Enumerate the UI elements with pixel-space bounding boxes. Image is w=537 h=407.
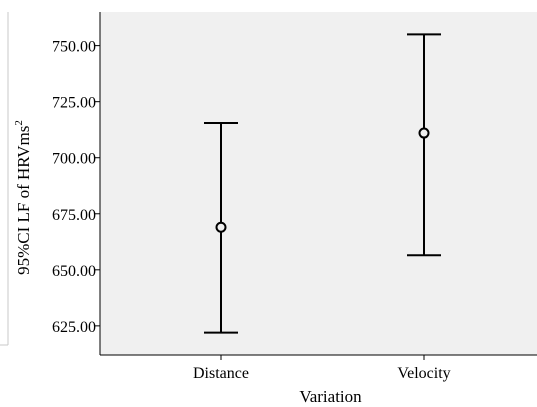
error-bars xyxy=(204,33,441,334)
y-tick-label: 675.00 xyxy=(52,207,96,224)
error-bar xyxy=(407,33,441,257)
y-axis-title-superscript: 2 xyxy=(13,120,25,126)
mean-point xyxy=(215,221,227,233)
y-axis-title-main: 95%CI LF of HRVms xyxy=(14,126,33,275)
x-axis: Distance Velocity xyxy=(100,354,537,382)
y-axis-title: 95%CI LF of HRVms2 xyxy=(13,120,33,275)
error-bar xyxy=(204,121,238,334)
y-tick-label: 750.00 xyxy=(52,39,96,56)
plot-area xyxy=(100,12,537,355)
x-tick-label: Velocity xyxy=(397,365,450,382)
y-tick-label: 650.00 xyxy=(52,263,96,280)
x-tick-label: Distance xyxy=(193,365,249,382)
y-tick-label: 700.00 xyxy=(52,151,96,168)
y-axis: 625.00 650.00 675.00 700.00 725.00 750.00 xyxy=(52,12,101,355)
y-tick-label: 725.00 xyxy=(52,95,96,112)
y-tick-label: 625.00 xyxy=(52,319,96,336)
x-axis-title: Variation xyxy=(299,387,362,406)
mean-point xyxy=(418,127,430,139)
